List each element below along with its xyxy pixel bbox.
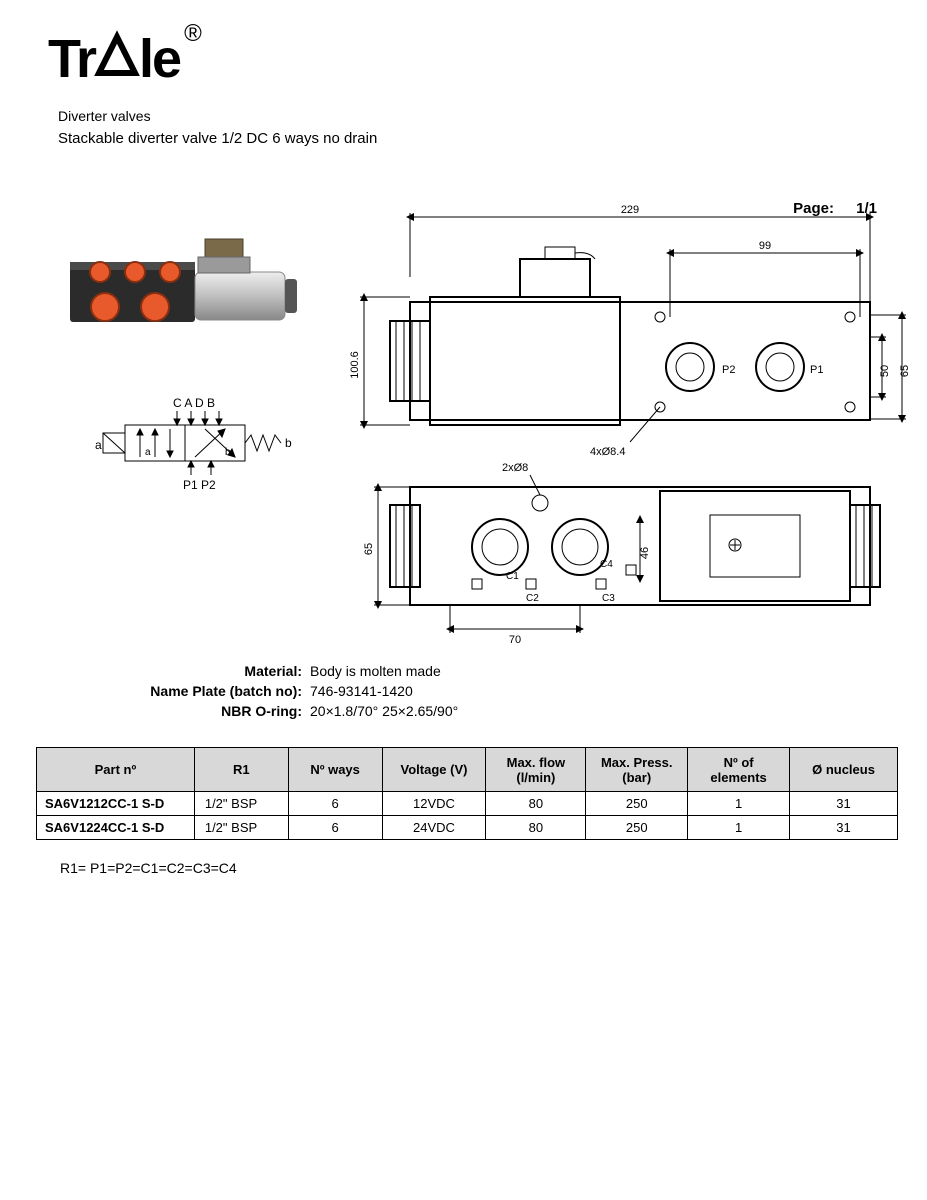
spec-label-oring: NBR O-ring:	[80, 703, 310, 719]
callout-2x8: 2xØ8	[502, 462, 528, 474]
table-row: SA6V1224CC-1 S-D1/2" BSP624VDC80250131	[37, 816, 898, 840]
label-p2: P2	[722, 364, 735, 376]
dim-99: 99	[759, 240, 771, 252]
product-photo	[50, 217, 300, 367]
dim-100-6: 100.6	[349, 351, 361, 379]
table-cell: 31	[790, 792, 898, 816]
dim-50: 50	[879, 365, 891, 377]
table-cell: 80	[486, 792, 586, 816]
table-cell: 80	[486, 816, 586, 840]
spec-value-oring: 20×1.8/70° 25×2.65/90°	[310, 703, 458, 719]
table-cell: 1/2" BSP	[194, 816, 288, 840]
table-header: Part nº	[37, 748, 195, 792]
table-cell: SA6V1224CC-1 S-D	[37, 816, 195, 840]
specs-list: Material: Body is molten made Name Plate…	[80, 663, 887, 719]
product-title: Stackable diverter valve 1/2 DC 6 ways n…	[58, 130, 887, 147]
label-c1: C1	[506, 571, 519, 582]
dim-70: 70	[509, 634, 521, 646]
table-cell: 24VDC	[382, 816, 486, 840]
table-row: SA6V1212CC-1 S-D1/2" BSP612VDC80250131	[37, 792, 898, 816]
table-header: Nº of elements	[688, 748, 790, 792]
dim-229: 229	[621, 204, 639, 216]
label-c2: C2	[526, 593, 539, 604]
registered-icon: ®	[184, 20, 200, 47]
dim-65l: 65	[363, 543, 375, 555]
technical-drawing: 229 99	[330, 207, 910, 647]
spec-label-batch: Name Plate (batch no):	[80, 683, 310, 699]
table-cell: 6	[288, 792, 382, 816]
product-category: Diverter valves	[58, 108, 887, 124]
parts-table: Part nºR1Nº waysVoltage (V)Max. flow (l/…	[36, 747, 898, 840]
dim-65r: 65	[899, 365, 911, 377]
brand-text-2: le	[139, 29, 180, 89]
label-c4: C4	[600, 559, 613, 570]
table-cell: 1	[688, 792, 790, 816]
table-header: Ø nucleus	[790, 748, 898, 792]
spec-value-material: Body is molten made	[310, 663, 441, 679]
dim-46: 46	[639, 547, 651, 559]
table-header: Nº ways	[288, 748, 382, 792]
table-cell: 250	[586, 792, 688, 816]
table-cell: 6	[288, 816, 382, 840]
table-header: Max. flow (l/min)	[486, 748, 586, 792]
label-c3: C3	[602, 593, 615, 604]
brand-text-1: Tr	[48, 29, 95, 89]
schematic-inner-a: a	[145, 447, 151, 458]
spec-value-batch: 746-93141-1420	[310, 683, 413, 699]
schematic-bottom-labels: P1 P2	[183, 478, 216, 492]
table-cell: 31	[790, 816, 898, 840]
schematic-top-labels: C A D B	[173, 396, 215, 410]
callout-4x8-4: 4xØ8.4	[590, 446, 625, 458]
spec-label-material: Material:	[80, 663, 310, 679]
table-cell: 12VDC	[382, 792, 486, 816]
label-p1: P1	[810, 364, 823, 376]
schematic-left-label: a	[95, 438, 102, 452]
schematic-right-label: b	[285, 436, 292, 450]
table-cell: SA6V1212CC-1 S-D	[37, 792, 195, 816]
table-cell: 250	[586, 816, 688, 840]
brand-triangle-icon	[95, 28, 139, 90]
figure-area: C A D B a b	[40, 217, 887, 657]
hydraulic-schematic: C A D B a b	[95, 397, 295, 497]
table-header: Voltage (V)	[382, 748, 486, 792]
brand-logo: Trle®	[48, 28, 196, 90]
table-cell: 1	[688, 816, 790, 840]
table-cell: 1/2" BSP	[194, 792, 288, 816]
table-header: R1	[194, 748, 288, 792]
table-header: Max. Press. (bar)	[586, 748, 688, 792]
footnote: R1= P1=P2=C1=C2=C3=C4	[60, 860, 887, 876]
schematic-inner-b: b	[225, 447, 231, 458]
